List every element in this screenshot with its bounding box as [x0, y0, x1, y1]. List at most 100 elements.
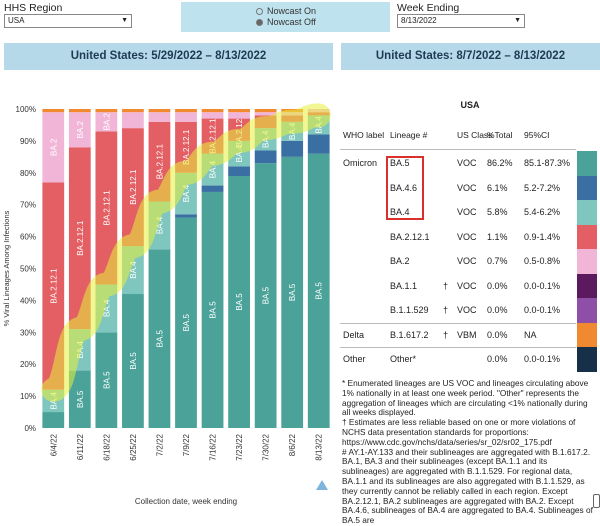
- us-class: VBM: [457, 329, 477, 340]
- x-tick-label: 6/11/22: [76, 433, 85, 460]
- x-tick-label: 7/16/22: [209, 433, 218, 460]
- bar-segment: [228, 109, 250, 113]
- y-tick-label: 60%: [20, 233, 36, 242]
- who-label: Other: [343, 354, 366, 365]
- bar-data-label: BA.5: [315, 282, 324, 300]
- color-swatch: [577, 322, 597, 347]
- table-section-header: United States: 8/7/2022 – 8/13/2022: [341, 43, 600, 70]
- bar-segment: [201, 191, 224, 428]
- percent-total: 0.7%: [487, 256, 508, 267]
- lineage-name: BA.2.12.1: [390, 231, 430, 242]
- bar-data-label: BA.5: [262, 286, 271, 304]
- percent-total: 0.0%: [487, 305, 508, 316]
- us-class: VOC: [457, 207, 477, 218]
- color-swatch: [577, 175, 597, 200]
- bar-segment: [254, 109, 277, 113]
- y-tick-label: 80%: [20, 169, 36, 178]
- week-label: Week Ending: [397, 2, 460, 14]
- chevron-down-icon: ▼: [121, 17, 128, 24]
- week-select[interactable]: 8/13/2022 ▼: [397, 14, 525, 28]
- bar-segment: [228, 112, 250, 119]
- y-tick-label: 30%: [20, 328, 36, 337]
- us-class: VOC: [457, 305, 477, 316]
- y-tick-label: 0%: [24, 424, 36, 433]
- scroll-handle[interactable]: [593, 494, 600, 508]
- nowcast-toggle-panel: Nowcast On Nowcast Off: [181, 2, 390, 32]
- bar-data-label: BA.2.12.1: [76, 220, 85, 256]
- variant-proportions-chart: 0% 10% 20% 30% 40% 50% 60% 70% 80% 90% 100% % Viral…: [2, 103, 331, 506]
- lineage-name: BA.4.6: [390, 182, 418, 193]
- nowcast-on-radio[interactable]: Nowcast On: [256, 6, 316, 16]
- dagger-mark: †: [443, 280, 449, 291]
- bar-data-label: BA.2.12.1: [209, 118, 218, 154]
- x-tick-label: 7/2/22: [155, 433, 164, 456]
- table-header-cell: US Class: [457, 130, 493, 140]
- us-class: VOC: [457, 158, 477, 169]
- bar-data-label: BA.2.12.1: [182, 129, 191, 165]
- us-class: VOC: [457, 182, 477, 193]
- controls-bar: HHS Region USA ▼ Nowcast On Nowcast Off …: [0, 0, 600, 40]
- who-label: Omicron: [343, 158, 378, 169]
- confidence-interval: 0.9-1.4%: [524, 231, 561, 242]
- region-select-value: USA: [8, 16, 25, 25]
- bar-segment: [148, 112, 171, 122]
- bar-segment: [42, 412, 65, 428]
- x-tick-label: 7/9/22: [182, 433, 191, 456]
- bar-data-label: BA.5: [129, 352, 138, 370]
- bar-segment: [68, 112, 91, 148]
- table-title: USA: [460, 100, 480, 110]
- lineage-name: B.1.617.2: [390, 329, 429, 340]
- color-swatch: [577, 151, 597, 176]
- x-tick-label: 6/4/22: [49, 433, 58, 456]
- percent-total: 86.2%: [487, 158, 513, 169]
- percent-total: 5.8%: [487, 207, 508, 218]
- footnote-3: # AY.1-AY.133 and their sublineages are …: [342, 446, 593, 526]
- x-tick-label: 8/13/22: [315, 433, 324, 460]
- y-tick-label: 40%: [20, 296, 36, 305]
- bar-data-label: BA.5: [235, 293, 244, 311]
- confidence-interval: 5.4-6.2%: [524, 207, 561, 218]
- bar-data-label: BA.2: [76, 121, 85, 139]
- y-tick-label: 20%: [20, 360, 36, 369]
- bar-segment: [175, 217, 197, 428]
- radio-icon: [256, 8, 263, 15]
- bar-segment: [42, 112, 65, 183]
- bar-data-label: BA.4: [235, 144, 244, 162]
- confidence-interval: 0.0-0.1%: [524, 305, 561, 316]
- nowcast-off-radio[interactable]: Nowcast Off: [256, 17, 316, 27]
- bar-segment: [68, 147, 91, 330]
- y-tick-label: 100%: [16, 105, 36, 114]
- bar-segment: [175, 109, 197, 113]
- bar-data-label: BA.4: [129, 261, 138, 279]
- chevron-down-icon: ▼: [514, 17, 521, 24]
- dagger-mark: †: [443, 305, 449, 316]
- bar-data-label: BA.5: [209, 301, 218, 319]
- group-divider: [340, 347, 576, 348]
- bar-data-label: BA.4: [155, 216, 164, 234]
- x-tick-label: 7/23/22: [235, 433, 244, 460]
- scroll-up-icon[interactable]: [316, 480, 328, 490]
- bar-segment: [68, 109, 91, 113]
- us-class: VOC: [457, 231, 477, 242]
- bar-segment: [95, 109, 118, 113]
- bar-segment: [201, 109, 224, 113]
- region-select[interactable]: USA ▼: [4, 14, 132, 28]
- y-tick-label: 70%: [20, 201, 36, 210]
- bar-segment: [95, 332, 118, 428]
- highlight-box: [386, 156, 424, 220]
- bar-segment: [201, 112, 224, 119]
- nowcast-on-label: Nowcast On: [267, 6, 317, 16]
- table-header-cell: WHO label: [343, 130, 385, 140]
- bar-segment: [175, 112, 197, 122]
- chart-section-header: United States: 5/29/2022 – 8/13/2022: [4, 43, 333, 70]
- percent-total: 1.1%: [487, 231, 508, 242]
- bar-segment: [201, 185, 224, 192]
- table-header-cell: %Total: [487, 130, 513, 140]
- bar-data-label: BA.4: [182, 184, 191, 202]
- bar-data-label: BA.5: [102, 371, 111, 389]
- confidence-interval: 85.1-87.3%: [524, 158, 571, 169]
- bar-segment: [148, 109, 171, 113]
- bar-segment: [95, 112, 118, 132]
- x-tick-label: 8/6/22: [288, 433, 297, 456]
- lineage-name: Other*: [390, 354, 417, 365]
